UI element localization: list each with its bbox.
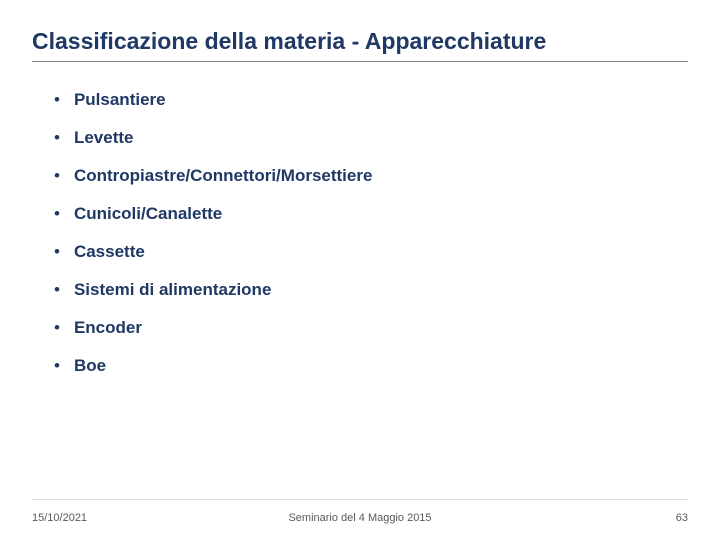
list-item: • Contropiastre/Connettori/Morsettiere (54, 166, 688, 186)
footer-date: 15/10/2021 (32, 512, 87, 524)
list-item: • Cassette (54, 242, 688, 262)
list-item: • Cunicoli/Canalette (54, 204, 688, 224)
footer-caption: Seminario del 4 Maggio 2015 (32, 512, 688, 524)
list-item-label: Sistemi di alimentazione (74, 280, 271, 300)
list-item-label: Boe (74, 356, 106, 376)
list-item: • Encoder (54, 318, 688, 338)
list-item: • Levette (54, 128, 688, 148)
bullet-icon: • (54, 281, 60, 298)
list-item-label: Pulsantiere (74, 90, 166, 110)
slide: Classificazione della materia - Apparecc… (0, 0, 720, 540)
bullet-icon: • (54, 91, 60, 108)
footer-divider (32, 499, 688, 500)
list-item-label: Encoder (74, 318, 142, 338)
bullet-icon: • (54, 243, 60, 260)
list-item: • Boe (54, 356, 688, 376)
bullet-icon: • (54, 319, 60, 336)
bullet-icon: • (54, 167, 60, 184)
bullet-icon: • (54, 357, 60, 374)
slide-footer: 15/10/2021 Seminario del 4 Maggio 2015 6… (32, 512, 688, 524)
bullet-icon: • (54, 129, 60, 146)
list-item-label: Contropiastre/Connettori/Morsettiere (74, 166, 372, 186)
bullet-list: • Pulsantiere • Levette • Contropiastre/… (32, 90, 688, 376)
title-divider: Classificazione della materia - Apparecc… (32, 28, 688, 62)
list-item: • Pulsantiere (54, 90, 688, 110)
footer-page-number: 63 (676, 512, 688, 524)
list-item: • Sistemi di alimentazione (54, 280, 688, 300)
list-item-label: Cassette (74, 242, 145, 262)
list-item-label: Cunicoli/Canalette (74, 204, 222, 224)
slide-title: Classificazione della materia - Apparecc… (32, 28, 688, 55)
list-item-label: Levette (74, 128, 134, 148)
bullet-icon: • (54, 205, 60, 222)
